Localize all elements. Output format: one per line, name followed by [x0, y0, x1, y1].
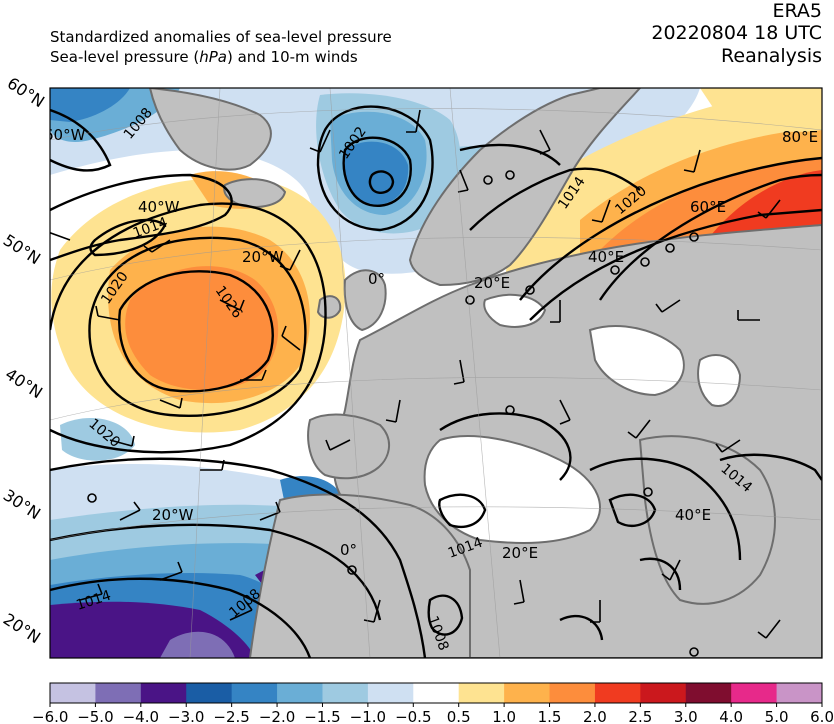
colorbar-swatch — [640, 683, 687, 703]
colorbar-swatch — [322, 683, 369, 703]
land-masses — [148, 88, 822, 658]
isobars — [50, 105, 822, 658]
colorbar-tick-label: −4.0 — [123, 708, 159, 724]
colorbar-tick-label: 3.0 — [674, 708, 698, 724]
colorbar-swatch — [277, 683, 323, 703]
colorbar-tick-label: 1.5 — [538, 708, 562, 724]
map-title-line2: Sea-level pressure (hPa) and 10-m winds — [50, 48, 358, 66]
colorbar-swatch — [186, 683, 233, 703]
colorbar-tick-label: −0.5 — [395, 708, 431, 724]
colorbar-swatch — [50, 683, 96, 703]
lon-label: 0° — [368, 270, 385, 288]
lon-label: 20°W — [152, 506, 194, 524]
map-frame — [49, 87, 823, 659]
colorbar-swatch — [504, 683, 551, 703]
station-markers — [87, 170, 699, 657]
lon-label: 60°E — [690, 198, 726, 216]
lon-label: 20°E — [474, 274, 510, 292]
lat-label: 60°N — [4, 73, 48, 111]
colorbar-tick-label: 1.0 — [492, 708, 516, 724]
colorbar-tick-label: 0.5 — [447, 708, 471, 724]
lon-label: 40°E — [588, 248, 624, 266]
seas — [423, 293, 742, 544]
map-title-line1: Standardized anomalies of sea-level pres… — [50, 28, 392, 46]
colorbar-swatch — [549, 683, 596, 703]
lat-label: 40°N — [2, 364, 46, 402]
colorbar-tick-label: 4.0 — [719, 708, 743, 724]
lon-label: 20°W — [242, 248, 284, 266]
colorbar-swatch — [367, 683, 414, 703]
lat-label: 20°N — [0, 609, 44, 647]
lon-label: 60°W — [44, 126, 86, 144]
latitude-labels: 60°N 50°N 40°N 30°N 20°N — [0, 73, 48, 647]
colorbar-swatch — [140, 683, 187, 703]
colorbar-tick-label: −3.0 — [168, 708, 204, 724]
colorbar-swatch — [458, 683, 505, 703]
colorbar-frame — [49, 682, 823, 704]
colorbar-swatch — [776, 683, 823, 703]
lon-label: 20°E — [502, 544, 538, 562]
colorbar-tick-label: −1.0 — [350, 708, 386, 724]
colorbar-swatch — [231, 683, 278, 703]
lat-label: 30°N — [0, 485, 44, 523]
colorbar-tick-label: −1.5 — [304, 708, 340, 724]
product-label: Reanalysis — [721, 45, 822, 67]
longitude-labels: 60°W 40°W 20°W 0° 20°E 40°E 60°E 80°E 20… — [44, 126, 818, 562]
colorbar-tick-label: −6.0 — [32, 708, 68, 724]
colorbar-swatch — [413, 683, 460, 703]
graticule — [50, 88, 822, 658]
lon-label: 40°E — [675, 506, 711, 524]
colorbar: −6.0 −5.0 −4.0 −3.0 −2.5 −2.0 −1.5 −1.0 −0.5 0.5 1… — [32, 682, 834, 724]
map-field: 1008 1002 1014 1020 1026 1014 1020 1014 … — [44, 88, 822, 658]
colorbar-swatch — [95, 683, 142, 703]
lon-label: 0° — [340, 541, 357, 559]
lat-label: 50°N — [0, 230, 44, 268]
colorbar-tick-label: 2.5 — [628, 708, 652, 724]
lon-label: 40°W — [138, 198, 180, 216]
dataset-label: ERA5 — [772, 0, 822, 22]
colorbar-tick-label: 2.0 — [583, 708, 607, 724]
colorbar-swatch — [685, 683, 732, 703]
colorbar-swatch — [594, 683, 641, 703]
colorbar-tick-label: −5.0 — [77, 708, 113, 724]
colorbar-tick-label: 6.0 — [810, 708, 834, 724]
colorbar-tick-label: −2.5 — [213, 708, 249, 724]
colorbar-tick-label: −2.0 — [259, 708, 295, 724]
datetime-label: 20220804 18 UTC — [651, 22, 822, 44]
colorbar-swatch — [731, 683, 778, 703]
lon-label: 80°E — [782, 128, 818, 146]
colorbar-tick-label: 5.0 — [765, 708, 789, 724]
